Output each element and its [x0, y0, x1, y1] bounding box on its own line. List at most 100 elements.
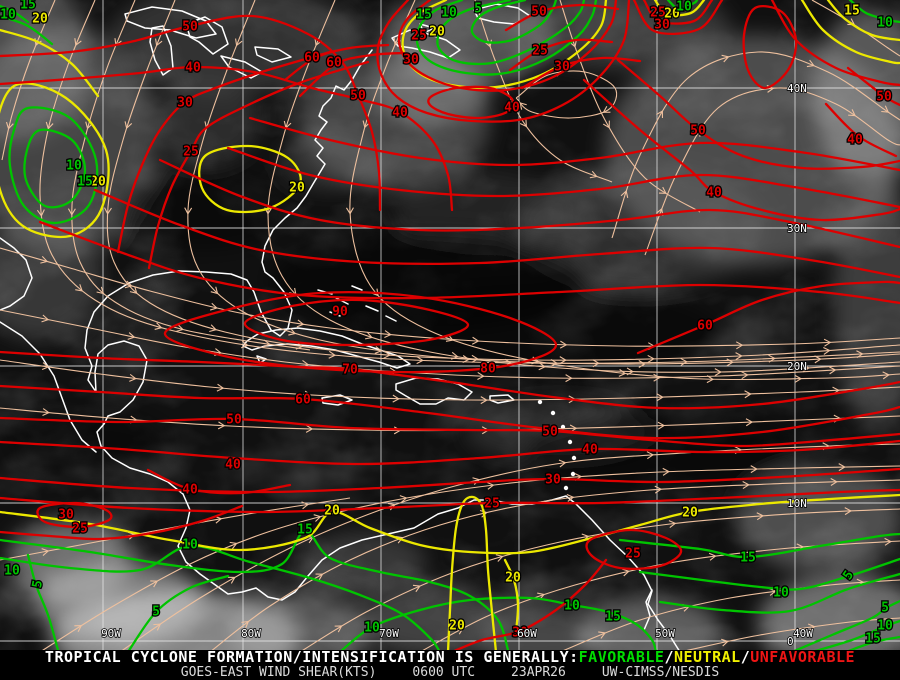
contour-label: 50: [542, 425, 558, 440]
flow-arrow-icon: [40, 256, 49, 264]
island: [567, 439, 573, 445]
flow-arrow-icon: [566, 493, 575, 502]
contour-label: 10: [0, 8, 16, 23]
flow-arrow-icon: [589, 170, 598, 179]
contour-5kt: [26, 553, 60, 650]
contour-label: 10: [773, 586, 789, 601]
contour-60kt: [298, 51, 406, 98]
flow-arrow-icon: [5, 121, 14, 130]
flow-arrow-icon: [884, 537, 892, 546]
flow-arrow-icon: [416, 356, 424, 365]
contour-label: 50: [876, 90, 892, 105]
cloud-blob: [0, 0, 90, 140]
island: [571, 455, 577, 461]
flow-arrow-icon: [74, 625, 83, 633]
legend-neutral: NEUTRAL: [673, 648, 741, 666]
flow-arrow-icon: [806, 59, 815, 68]
coastline: [0, 321, 97, 453]
contour-label: 50: [531, 5, 547, 20]
contour-label: 30: [177, 96, 193, 111]
streamline-layer: [0, 0, 900, 650]
contour-10kt: [0, 544, 441, 650]
flow-arrow-icon: [129, 286, 138, 294]
contour-label: 10: [364, 621, 380, 636]
flow-arrow-icon: [714, 368, 722, 377]
flow-arrow-icon: [304, 390, 312, 399]
flow-arrow-icon: [328, 350, 337, 359]
contour-40kt: [146, 468, 292, 495]
flow-arrow-icon: [654, 485, 663, 494]
coastline: [124, 6, 217, 39]
grid-labels: 40N 30N 20N 10N 0 90W 80W 70W 60W 50W 40W: [100, 81, 814, 649]
flow-arrow-icon: [395, 536, 404, 544]
contour-25kt: [0, 504, 244, 541]
legend-favorable: FAVORABLE: [578, 648, 665, 666]
coastline: [0, 237, 33, 311]
status-bar: GOES-EAST WIND SHEAR(KTS) 0600 UTC 23APR…: [0, 665, 900, 680]
flow-arrow-icon: [653, 373, 661, 382]
contour-label: 30: [58, 508, 74, 523]
flow-arrow-icon: [229, 541, 238, 550]
streamline: [0, 359, 900, 401]
flow-arrow-icon: [96, 286, 105, 295]
contour-50kt: [0, 14, 382, 212]
coastline: [220, 55, 263, 79]
contour-40kt: [0, 439, 900, 466]
flow-arrow-icon: [550, 358, 558, 367]
flow-arrow-icon: [153, 623, 162, 631]
streamline: [686, 617, 900, 650]
lon-label: 40W: [793, 627, 813, 640]
flow-arrow-icon: [362, 120, 371, 129]
streamline: [1, 0, 56, 161]
flow-arrow-icon: [745, 418, 754, 427]
flow-arrow-icon: [412, 584, 421, 593]
flow-arrow-icon: [455, 627, 464, 635]
contour-15kt: [618, 532, 900, 559]
streamline: [267, 0, 900, 373]
contour-60kt: [742, 5, 798, 90]
flow-arrow-icon: [240, 340, 249, 349]
flow-arrow-icon: [735, 341, 744, 350]
contour-15kt: [826, 0, 900, 42]
contour-5kt: [470, 0, 558, 44]
flow-arrow-icon: [235, 38, 243, 47]
contour-10kt: [666, 0, 699, 11]
contour-label: 30: [403, 53, 419, 68]
lon-label: 90W: [101, 627, 121, 640]
island: [563, 485, 569, 491]
contour-15kt: [415, 0, 598, 76]
coastline: [84, 49, 680, 650]
flow-arrow-icon: [184, 207, 193, 215]
contour-label: 25: [532, 44, 548, 59]
contour-25kt: [508, 38, 614, 72]
shear-contour-layer: [0, 0, 900, 650]
flow-arrow-icon: [480, 396, 488, 405]
flow-arrow-icon: [301, 501, 310, 510]
streamline: [349, 0, 900, 381]
contour-label: 30: [512, 626, 528, 641]
contour-label: 5: [881, 601, 889, 616]
contour-label: 5: [474, 2, 482, 17]
contour-30kt: [632, 0, 724, 35]
coastline: [419, 23, 435, 34]
contour-15kt: [848, 635, 900, 650]
flow-arrow-icon: [768, 587, 777, 596]
flow-arrow-icon: [662, 467, 670, 476]
flow-arrow-icon: [823, 346, 831, 355]
contour-90kt: [243, 298, 470, 347]
contour-label: 30: [554, 60, 570, 75]
contour-label: 25: [411, 29, 427, 44]
flow-arrow-icon: [36, 209, 45, 217]
contour-label: 50: [226, 413, 242, 428]
flow-arrow-icon: [471, 354, 479, 363]
contour-label: 15: [605, 610, 621, 625]
dry-slot: [110, 170, 290, 250]
flow-arrow-icon: [708, 552, 717, 561]
contour-label: 60: [295, 393, 311, 408]
flow-arrow-icon: [598, 631, 607, 639]
flow-arrow-icon: [741, 371, 749, 380]
contour-60kt: [0, 384, 900, 440]
flow-arrow-icon: [334, 625, 343, 633]
flow-arrow-icon: [618, 368, 627, 377]
valid-time: 0600 UTC: [412, 665, 476, 680]
